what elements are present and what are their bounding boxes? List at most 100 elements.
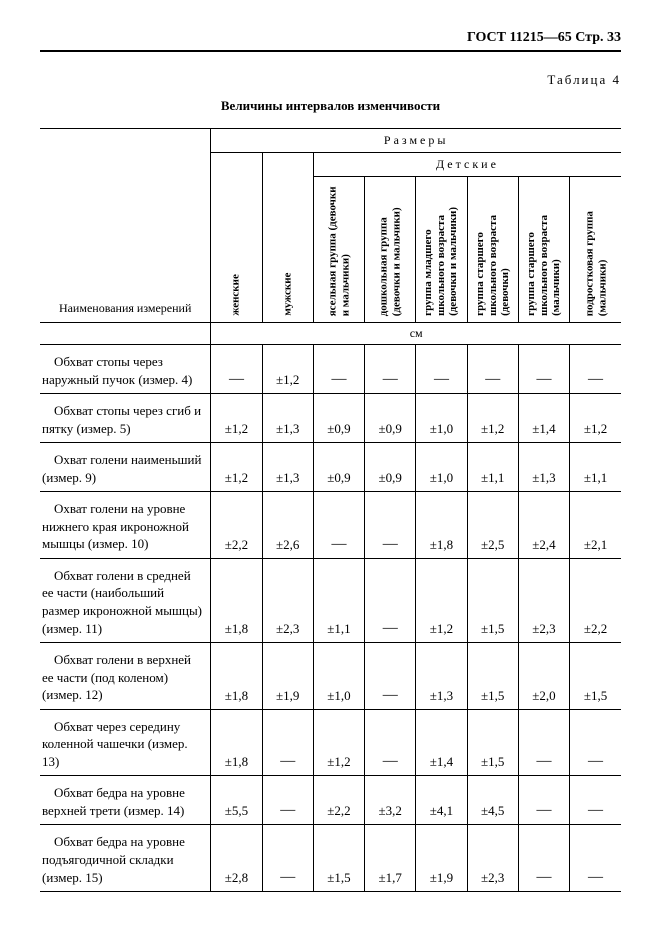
cell: ±3,2 [365,776,416,825]
table-row: Охват голени на уровне нижнего края икро… [40,492,621,559]
cell: ±1,5 [313,825,364,892]
cell: ±2,3 [467,825,518,892]
table-caption: Величины интервалов изменчивости [40,98,621,114]
cell: — [365,492,416,559]
table-row: Охват голени наименьший (измер. 9)±1,2±1… [40,443,621,492]
cell: ±0,9 [365,443,416,492]
cell: ±1,4 [416,709,467,776]
cell: ±1,3 [416,643,467,710]
row-label: Обхват бедра на уровне подъягодичной скл… [40,825,211,892]
cell: ±2,6 [262,492,313,559]
cell: — [365,709,416,776]
cell: ±2,2 [211,492,262,559]
table-row: Обхват голени в верхней ее части (под ко… [40,643,621,710]
cell: — [570,345,621,394]
cell: ±1,7 [365,825,416,892]
cell: ±2,2 [313,776,364,825]
cell: ±2,3 [518,558,569,642]
cell: ±1,9 [262,643,313,710]
cell: — [467,345,518,394]
cell: ±1,0 [416,443,467,492]
row-label: Охват голени на уровне нижнего края икро… [40,492,211,559]
cell: ±2,0 [518,643,569,710]
cell: ±5,5 [211,776,262,825]
cell: — [365,643,416,710]
cell: ±1,2 [467,394,518,443]
cell: ±1,2 [570,394,621,443]
cell: ±1,9 [416,825,467,892]
cell: ±1,2 [262,345,313,394]
cell: ±0,9 [365,394,416,443]
cell: ±1,0 [313,643,364,710]
row-label: Охват голени наименьший (измер. 9) [40,443,211,492]
table-row: Обхват бедра на уровне подъягодичной скл… [40,825,621,892]
col-group-sizes: Размеры [211,129,621,153]
cell: — [365,345,416,394]
row-label: Обхват через середину коленной чашечки (… [40,709,211,776]
data-table: Наименования измерений Размеры женские м… [40,128,621,892]
cell: — [262,776,313,825]
cell: ±1,1 [467,443,518,492]
cell: — [262,825,313,892]
row-label: Обхват стопы через наружный пучок (измер… [40,345,211,394]
cell: ±1,4 [518,394,569,443]
row-label: Обхват бедра на уровне верхней трети (из… [40,776,211,825]
cell: — [518,345,569,394]
col-header-0: женские [211,153,262,323]
cell: ±2,5 [467,492,518,559]
cell: ±1,8 [211,643,262,710]
table-body: Обхват стопы через наружный пучок (измер… [40,345,621,892]
cell: ±1,8 [211,709,262,776]
cell: — [518,776,569,825]
cell: — [416,345,467,394]
cell: — [570,709,621,776]
cell: ±0,9 [313,443,364,492]
cell: ±2,2 [570,558,621,642]
cell: ±1,2 [211,394,262,443]
unit-label: см [211,323,621,345]
cell: — [313,492,364,559]
header-rule [40,50,621,52]
cell: ±1,0 [416,394,467,443]
row-label: Обхват стопы через сгиб и пятку (измер. … [40,394,211,443]
cell: ±1,8 [416,492,467,559]
col-group-children: Детские [313,153,621,177]
cell: ±1,3 [518,443,569,492]
col-header-2: ясельная группа (девочки и мальчики) [313,177,364,323]
col-header-7: подростковая группа (мальчики) [570,177,621,323]
cell: ±2,8 [211,825,262,892]
cell: ±1,2 [211,443,262,492]
cell: ±1,5 [467,709,518,776]
cell: ±1,5 [467,558,518,642]
col-header-5: группа старшего школьного возраста (дево… [467,177,518,323]
table-row: Обхват стопы через наружный пучок (измер… [40,345,621,394]
cell: ±1,5 [570,643,621,710]
cell: — [313,345,364,394]
table-number: Таблица 4 [40,72,621,88]
cell: ±4,1 [416,776,467,825]
col-header-name: Наименования измерений [40,129,211,323]
cell: ±1,1 [313,558,364,642]
cell: ±1,2 [416,558,467,642]
cell: ±1,8 [211,558,262,642]
cell: — [518,709,569,776]
cell: ±1,3 [262,443,313,492]
table-row: Обхват стопы через сгиб и пятку (измер. … [40,394,621,443]
cell: — [518,825,569,892]
cell: — [211,345,262,394]
cell: ±1,3 [262,394,313,443]
row-label: Обхват голени в верхней ее части (под ко… [40,643,211,710]
cell: — [262,709,313,776]
cell: — [570,825,621,892]
cell: ±4,5 [467,776,518,825]
cell: ±2,1 [570,492,621,559]
table-row: Обхват через середину коленной чашечки (… [40,709,621,776]
col-header-3: дошкольная группа (девочки и мальчики) [365,177,416,323]
table-row: Обхват голени в средней ее части (наибол… [40,558,621,642]
col-header-4: группа младшего школьного возраста (дево… [416,177,467,323]
col-header-6: группа старшего школьного возраста (маль… [518,177,569,323]
cell: ±2,3 [262,558,313,642]
doc-header: ГОСТ 11215—65 Стр. 33 [40,30,621,46]
cell: ±0,9 [313,394,364,443]
row-label: Обхват голени в средней ее части (наибол… [40,558,211,642]
